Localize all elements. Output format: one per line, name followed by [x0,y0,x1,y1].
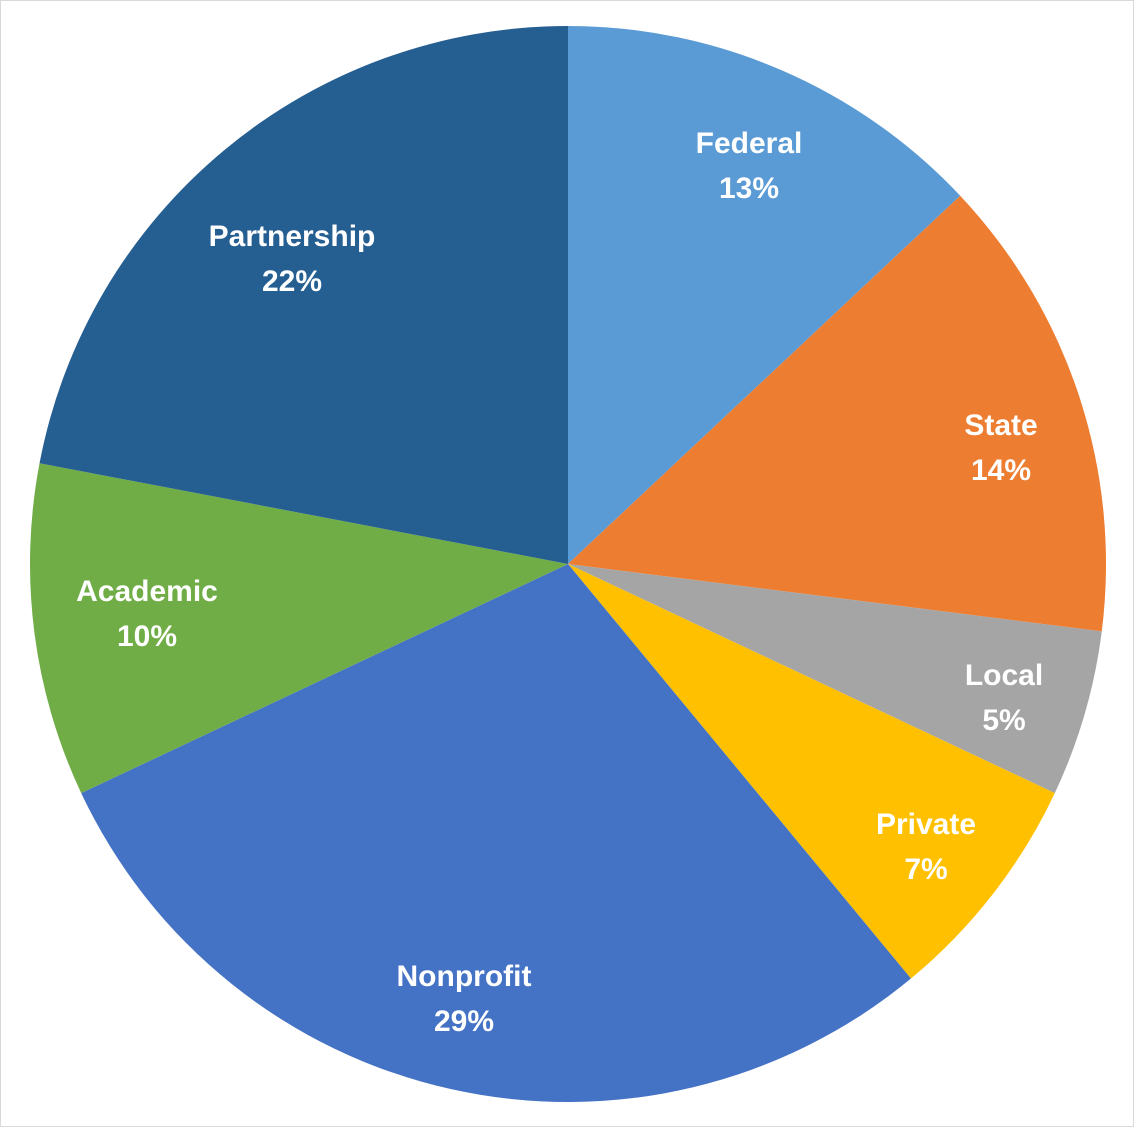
pie-value-federal: 13% [719,172,779,205]
pie-value-partnership: 22% [262,265,322,298]
pie-label-local: Local [965,659,1043,692]
pie-slices [29,26,1107,1103]
pie-label-partnership: Partnership [209,220,376,253]
pie-slice-private [568,564,1055,979]
pie-label-nonprofit: Nonprofit [397,960,532,993]
pie-value-local: 5% [982,704,1025,737]
pie-slice-state [568,195,1107,632]
pie-label-federal: Federal [696,127,803,160]
pie-slice-local [568,564,1102,794]
pie-slice-partnership [39,26,568,564]
pie-label-private: Private [876,808,976,841]
pie-value-private: 7% [904,853,947,886]
pie-slice-federal [568,26,961,564]
pie-value-academic: 10% [117,620,177,653]
pie-value-state: 14% [971,454,1031,487]
pie-label-academic: Academic [76,575,218,608]
pie-data-labels: Federal 13% State 14% Local 5% Private 7% Nonpro… [76,127,1043,1038]
pie-label-state: State [964,409,1037,442]
pie-value-nonprofit: 29% [434,1005,494,1038]
pie-slice-academic [29,463,569,794]
pie-slice-nonprofit [81,564,911,1103]
